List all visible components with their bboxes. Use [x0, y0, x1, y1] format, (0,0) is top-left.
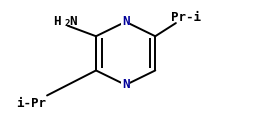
Text: N: N	[122, 78, 130, 91]
Text: N: N	[70, 15, 77, 28]
Text: H: H	[54, 15, 61, 28]
Text: Pr-i: Pr-i	[171, 11, 201, 24]
Text: i-Pr: i-Pr	[16, 97, 46, 110]
Text: N: N	[122, 15, 130, 28]
Text: 2: 2	[64, 19, 70, 28]
